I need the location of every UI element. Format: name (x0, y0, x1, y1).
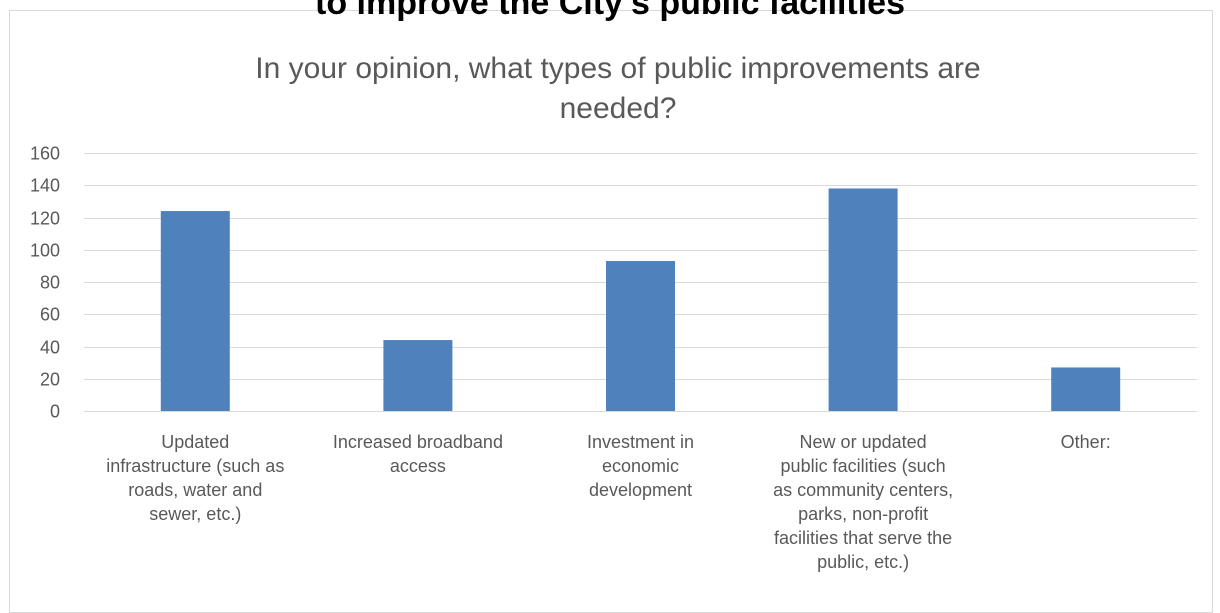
x-category-label: roads, water and (128, 480, 262, 500)
x-category-label: New or updated (800, 432, 927, 452)
x-category-label: parks, non-profit (798, 504, 928, 524)
y-tick-label: 120 (30, 209, 60, 229)
bar-3 (606, 261, 675, 411)
y-tick-label: 20 (40, 370, 60, 390)
chart-title-line: needed? (560, 92, 677, 125)
y-tick-label: 140 (30, 176, 60, 196)
y-tick-label: 40 (40, 338, 60, 358)
x-category-label: public facilities (such (781, 456, 946, 476)
y-axis-tick-labels: 0 20 40 60 80 100 120 140 160 (30, 144, 60, 422)
x-category-label: infrastructure (such as (106, 456, 284, 476)
x-axis-category-labels: Updated infrastructure (such as roads, wat… (106, 432, 1110, 572)
x-category-label: public, etc.) (817, 552, 909, 572)
bar-5 (1051, 367, 1121, 411)
bar-2 (383, 340, 453, 411)
bar-1 (160, 211, 230, 411)
heading-fragment: to improve the City's public facilities (315, 0, 905, 22)
y-tick-label: 80 (40, 273, 60, 293)
y-tick-label: 0 (50, 402, 60, 422)
chart-title: In your opinion, what types of public im… (255, 52, 980, 125)
bar-4 (828, 188, 898, 411)
chart-title-line: In your opinion, what types of public im… (255, 52, 980, 85)
y-tick-label: 60 (40, 305, 60, 325)
x-category-label: Updated (161, 432, 229, 452)
y-tick-label: 100 (30, 241, 60, 261)
x-category-label: economic (602, 456, 679, 476)
x-category-label: sewer, etc.) (149, 504, 241, 524)
x-category-label: Increased broadband (333, 432, 503, 452)
bars (160, 188, 1121, 411)
x-category-label: Other: (1061, 432, 1111, 452)
x-category-label: as community centers, (773, 480, 953, 500)
x-category-label: access (390, 456, 446, 476)
y-tick-label: 160 (30, 144, 60, 164)
x-category-label: Investment in (587, 432, 694, 452)
cut-off-heading: to improve the City's public facilities (315, 0, 905, 22)
x-category-label: development (589, 480, 692, 500)
gridlines (84, 153, 1197, 412)
x-category-label: facilities that serve the (774, 528, 952, 548)
